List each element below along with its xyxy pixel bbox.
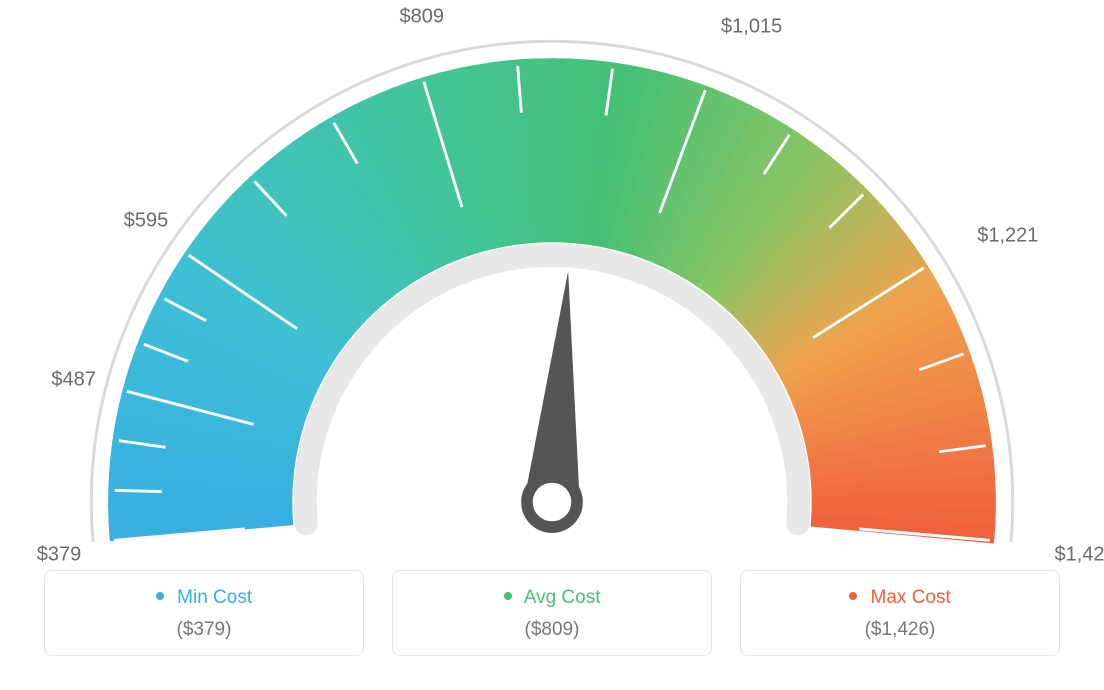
legend-value-max: ($1,426) (751, 619, 1049, 641)
dot-icon-max (849, 592, 857, 600)
gauge-tick-label: $1,221 (977, 224, 1038, 247)
gauge-tick-label: $487 (51, 369, 96, 392)
legend-text-min: Min Cost (177, 587, 252, 608)
legend-value-min: ($379) (55, 619, 353, 641)
gauge-svg (20, 20, 1084, 560)
legend-card-avg: Avg Cost ($809) (392, 570, 712, 656)
dot-icon-min (156, 592, 164, 600)
legend-card-max: Max Cost ($1,426) (740, 570, 1060, 656)
legend-text-max: Max Cost (871, 587, 951, 608)
legend-text-avg: Avg Cost (524, 587, 601, 608)
gauge-tick-label: $1,426 (1054, 543, 1104, 566)
gauge-container: $379$487$595$809$1,015$1,221$1,426 (20, 20, 1084, 560)
legend-label-avg: Avg Cost (403, 587, 701, 609)
dot-icon-avg (504, 592, 512, 600)
legend-value-avg: ($809) (403, 619, 701, 641)
gauge-tick-label: $1,015 (721, 16, 782, 39)
legend-label-min: Min Cost (55, 587, 353, 609)
gauge-tick-label: $379 (37, 543, 82, 566)
gauge-tick-label: $595 (124, 209, 169, 232)
legend-label-max: Max Cost (751, 587, 1049, 609)
legend-card-min: Min Cost ($379) (44, 570, 364, 656)
legend-row: Min Cost ($379) Avg Cost ($809) Max Cost… (20, 570, 1084, 656)
gauge-tick-label: $809 (399, 6, 444, 29)
